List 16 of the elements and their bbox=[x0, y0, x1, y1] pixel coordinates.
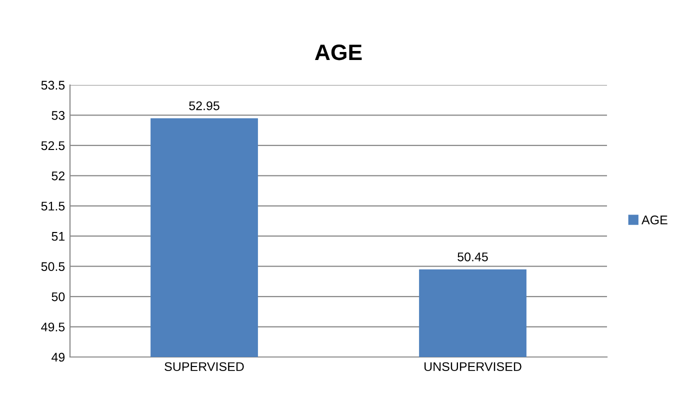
y-tick-label: 51.5 bbox=[41, 202, 65, 211]
y-tick-label: 52.5 bbox=[41, 141, 65, 150]
y-tick-label: 52 bbox=[52, 171, 65, 180]
data-label: 52.95 bbox=[189, 101, 220, 110]
x-tick-label: UNSUPERVISED bbox=[424, 362, 522, 372]
y-tick-label: 49 bbox=[52, 352, 65, 362]
y-tick-label: 53.5 bbox=[41, 80, 65, 90]
y-tick-label: 51 bbox=[52, 232, 65, 241]
y-tick-label: 49.5 bbox=[41, 322, 65, 332]
y-tick-label: 53 bbox=[52, 111, 65, 120]
y-tick-label: 50 bbox=[52, 292, 65, 302]
y-tick-label: 50.5 bbox=[41, 262, 65, 271]
x-tick-label: SUPERVISED bbox=[164, 362, 244, 372]
legend-label: AGE bbox=[642, 216, 668, 224]
data-label: 50.45 bbox=[458, 252, 488, 262]
chart-title: AGE bbox=[314, 44, 362, 60]
